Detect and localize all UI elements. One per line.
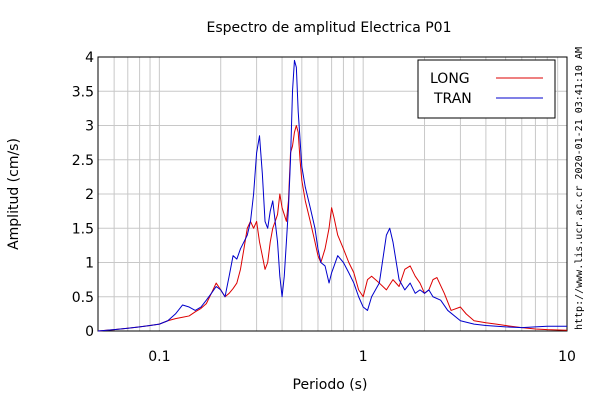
- x-tick-label: 0.1: [148, 349, 170, 365]
- plot-area: [97, 56, 568, 332]
- y-tick-label: 1: [85, 256, 94, 272]
- y-tick-label: 0.5: [72, 290, 94, 306]
- x-tick-label: 1: [359, 349, 368, 365]
- y-tick-label: 3: [85, 119, 94, 135]
- y-tick-label: 3.5: [72, 84, 94, 100]
- side-annotation: http://www.lis.ucr.ac.cr 2020-01-21 03:4…: [574, 47, 585, 330]
- series-line-tran: [97, 59, 567, 332]
- y-tick-label: 2.5: [72, 153, 94, 169]
- legend-label-tran: TRAN: [433, 91, 472, 107]
- y-tick-label: 0: [85, 324, 94, 340]
- legend-label-long: LONG: [430, 71, 470, 87]
- y-tick-label: 1.5: [72, 221, 94, 237]
- tick-labels: 0 0.5 1 1.5 2 2.5 3 3.5 4 0.1 1 10: [72, 50, 576, 365]
- x-tick-label: 10: [558, 349, 576, 365]
- legend-box: [417, 59, 556, 119]
- chart-title: Espectro de amplitud Electrica P01: [207, 20, 452, 36]
- legend: LONG TRAN: [417, 59, 556, 119]
- y-tick-label: 4: [85, 50, 94, 66]
- x-axis-label: Periodo (s): [293, 377, 368, 393]
- series-layer: [97, 59, 568, 332]
- y-tick-label: 2: [85, 187, 94, 203]
- y-axis-label: Amplitud (cm/s): [6, 138, 22, 250]
